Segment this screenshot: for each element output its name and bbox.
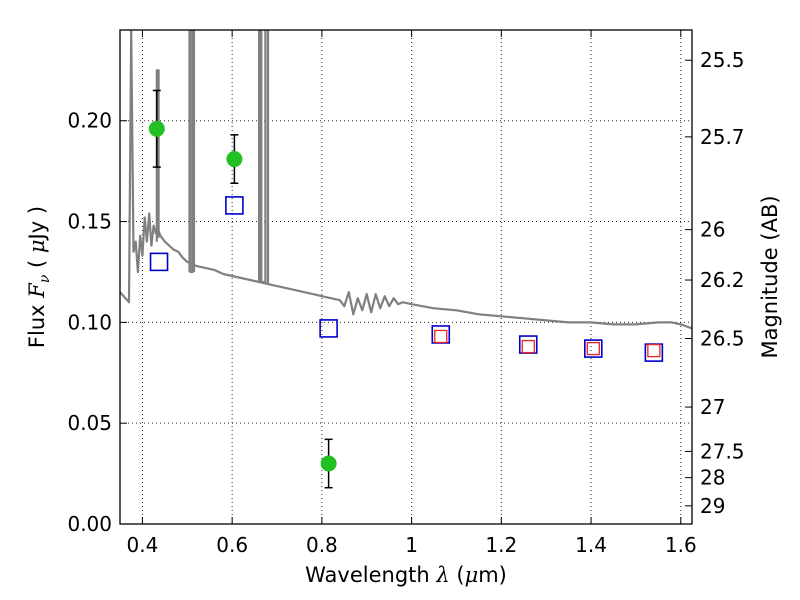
series xyxy=(120,30,692,489)
model-square-small xyxy=(434,329,448,344)
y2-tick-label: 28 xyxy=(700,466,725,490)
y-tick-label: 0.00 xyxy=(67,512,112,536)
model-square xyxy=(225,196,244,215)
y2-tick-label: 26.5 xyxy=(700,326,745,350)
x-tick-label: 1.6 xyxy=(665,533,697,557)
spectrum-line xyxy=(258,30,270,285)
x-tick-label: 1 xyxy=(405,533,418,557)
y2-tick-label: 26 xyxy=(700,218,725,242)
spectrum-line xyxy=(120,30,692,330)
x-tick-label: 0.6 xyxy=(216,533,248,557)
y-axis-label: Flux Fν ( μJy ) xyxy=(25,206,53,348)
y2-tick-label: 25.7 xyxy=(700,125,745,149)
model-square-small xyxy=(521,339,535,354)
y-tick-label: 0.20 xyxy=(67,109,112,133)
model-square-small xyxy=(647,343,661,358)
model-square xyxy=(584,339,603,358)
x-tick-label: 0.4 xyxy=(127,533,159,557)
x-tick-label: 1.4 xyxy=(575,533,607,557)
y-tick-label: 0.05 xyxy=(67,411,112,435)
observed-point xyxy=(226,151,243,168)
model-square-small xyxy=(586,341,600,356)
x-axis-label: Wavelength λ (μm) xyxy=(305,563,507,587)
y2-tick-label: 25.5 xyxy=(700,48,745,72)
y2-tick-label: 27 xyxy=(700,395,725,419)
y-tick-label: 0.10 xyxy=(67,310,112,334)
y-tick-label: 0.15 xyxy=(67,210,112,234)
observed-point xyxy=(320,455,337,472)
model-square xyxy=(319,319,338,338)
observed-point xyxy=(148,120,165,137)
grid xyxy=(120,30,692,525)
y2-tick-label: 29 xyxy=(700,494,725,518)
y2-tick-label: 26.2 xyxy=(700,268,745,292)
y2-axis-label: Magnitude (AB) xyxy=(758,195,782,358)
ticks: 0.4 0.6 0.8 1 1.2 1.4 1.6 0.00 0.05 0.10 0.15 0.20 2… xyxy=(67,30,745,557)
spectrum-line xyxy=(188,30,196,274)
plot-area xyxy=(120,30,692,489)
x-tick-label: 0.8 xyxy=(306,533,338,557)
x-tick-label: 1.2 xyxy=(485,533,517,557)
model-square xyxy=(149,252,169,272)
plot-frame xyxy=(119,29,693,525)
y2-tick-label: 27.5 xyxy=(700,439,745,463)
